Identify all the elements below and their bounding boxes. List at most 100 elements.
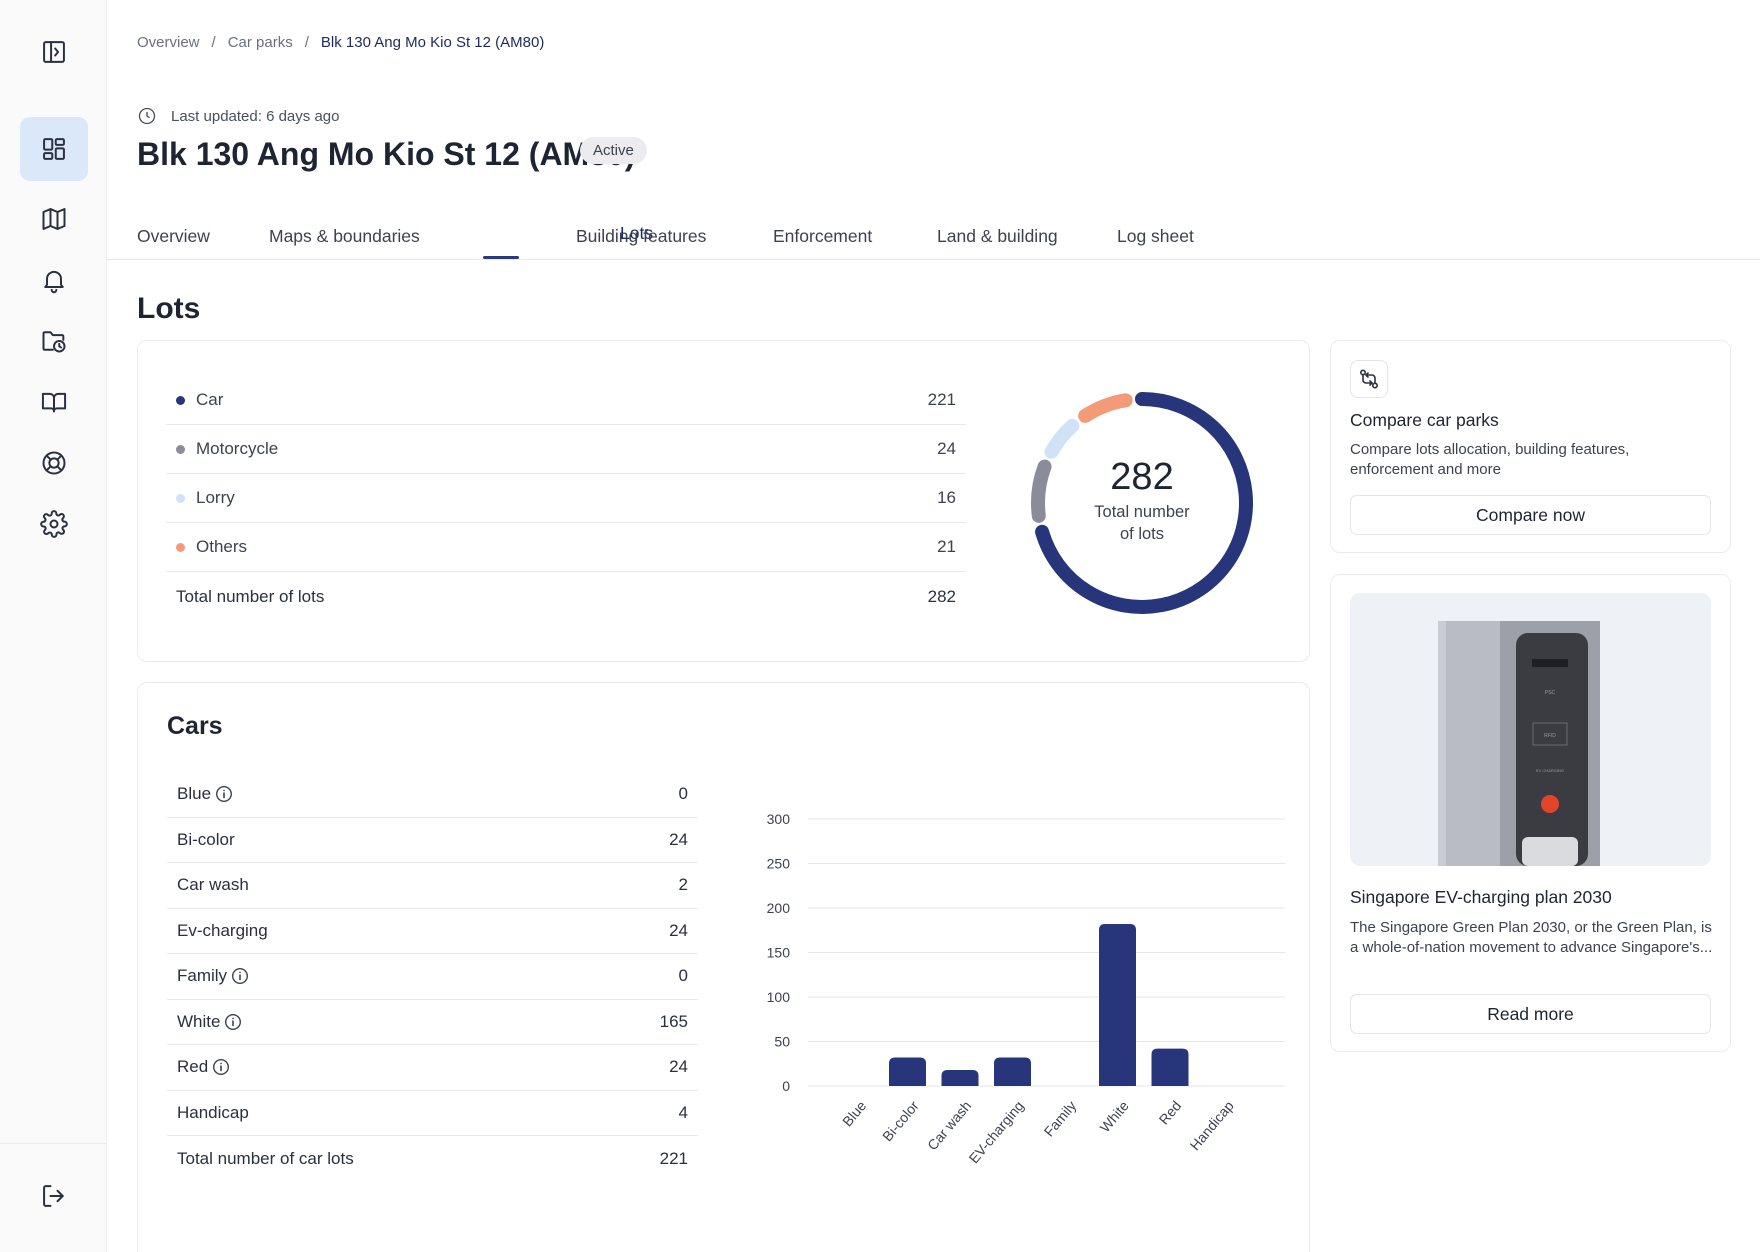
charger-label: PSC [1545, 690, 1556, 696]
car-lot-type: White [177, 1011, 221, 1031]
list-item: Lorry 16 [166, 474, 966, 523]
logout-button[interactable] [20, 1164, 88, 1228]
donut-total-value: 282 [1110, 456, 1174, 498]
car-lot-type: Car wash [177, 875, 249, 895]
donut-total-label: Total number of lots [1022, 501, 1262, 545]
total-label: Total number of lots [176, 586, 325, 606]
charger-label: RFID [1544, 733, 1556, 739]
bar-car wash [941, 1069, 979, 1086]
sidebar-item-dashboard[interactable] [20, 117, 88, 181]
legend-dot [176, 542, 185, 552]
sidebar-item-history[interactable] [20, 309, 88, 373]
total-value: 282 [927, 586, 956, 606]
compare-now-button[interactable]: Compare now [1350, 495, 1711, 535]
page-title: Blk 130 Ang Mo Kio St 12 (AM80) [137, 136, 636, 172]
cars-title: Cars [167, 712, 223, 740]
lots-donut-chart [1031, 392, 1253, 614]
article-description: The Singapore Green Plan 2030, or the Gr… [1350, 919, 1713, 956]
table-row: White 165 [167, 1000, 698, 1045]
car-lot-label: Bi-color [177, 830, 235, 850]
tab-building-features[interactable]: Building features [576, 226, 707, 246]
lifebuoy-icon [42, 451, 66, 475]
tab-log-sheet[interactable]: Log sheet [1117, 226, 1194, 246]
legend-dot [176, 493, 185, 503]
donut-segment-others [1078, 393, 1133, 423]
y-tick-label: 300 [767, 811, 791, 827]
car-lot-count: 165 [659, 1011, 688, 1031]
lot-count: 21 [937, 537, 956, 556]
car-lot-label: Ev-charging [177, 921, 268, 941]
tab-overview[interactable]: Overview [137, 226, 210, 246]
breadcrumb-item-overview[interactable]: Overview [137, 34, 200, 51]
car-lot-label: Red [177, 1057, 230, 1077]
sidebar [0, 0, 107, 1252]
compare-icon-box [1350, 360, 1388, 398]
breadcrumb: Overview / Car parks / Blk 130 Ang Mo Ki… [137, 34, 544, 51]
bar-ev-charging [994, 1057, 1031, 1086]
list-item: Car 221 [166, 376, 966, 425]
ev-charger-image: PSC RFID EV CHARGING [1350, 593, 1711, 866]
car-lot-type: Handicap [177, 1102, 249, 1122]
tab-maps-boundaries[interactable]: Maps & boundaries [269, 226, 420, 246]
y-tick-label: 50 [774, 1034, 790, 1050]
sidebar-item-guide[interactable] [20, 370, 88, 434]
info-icon[interactable] [231, 967, 249, 985]
total-row: Total number of car lots 221 [167, 1136, 698, 1182]
tab-lots[interactable]: Lots [620, 223, 654, 243]
sidebar-divider [0, 1143, 107, 1144]
legend-dot [176, 395, 185, 405]
table-row: Ev-charging 24 [167, 909, 698, 954]
car-lot-label: Family [177, 966, 249, 986]
info-icon[interactable] [224, 1013, 242, 1031]
sidebar-item-support[interactable] [20, 431, 88, 495]
car-lot-count: 0 [678, 784, 688, 804]
tab-land-building[interactable]: Land & building [937, 226, 1058, 246]
breadcrumb-separator: / [304, 34, 309, 51]
car-lot-type: Red [177, 1057, 209, 1077]
total-value: 221 [659, 1148, 688, 1168]
x-tick-label: Red [1156, 1098, 1185, 1128]
car-lot-label: White [177, 1012, 242, 1032]
lot-type-label: Car [196, 390, 224, 409]
compare-description: Compare lots allocation, building featur… [1350, 441, 1630, 478]
car-lot-count: 24 [669, 920, 688, 940]
bell-icon [44, 270, 64, 294]
lot-count: 24 [937, 439, 956, 458]
car-lot-count: 24 [669, 1057, 688, 1077]
panel-toggle-button[interactable] [20, 20, 88, 84]
x-tick-label: White [1097, 1097, 1132, 1135]
donut-segment-lorry [1044, 418, 1080, 459]
donut-label-line: Total number [1094, 503, 1190, 521]
breadcrumb-item-car-parks[interactable]: Car parks [227, 34, 293, 51]
donut-segment-motorcycle [1031, 459, 1052, 523]
tabs-divider [107, 259, 1760, 260]
bar-white [1099, 924, 1136, 1086]
info-icon[interactable] [215, 785, 233, 803]
bar-bi-color [889, 1057, 926, 1086]
clock-icon [138, 107, 156, 125]
sidebar-item-settings[interactable] [20, 492, 88, 556]
lot-count: 16 [937, 488, 956, 507]
list-item: Others 21 [166, 523, 966, 572]
book-icon [41, 392, 67, 413]
logout-icon [43, 1185, 64, 1207]
compare-icon [1359, 369, 1379, 389]
list-item: Motorcycle 24 [166, 425, 966, 474]
folder-clock-icon [42, 331, 66, 353]
lot-type-label: Lorry [196, 488, 235, 507]
read-more-button[interactable]: Read more [1350, 994, 1711, 1034]
x-tick-label: Blue [839, 1097, 869, 1129]
info-icon[interactable] [212, 1058, 230, 1076]
last-updated-text: Last updated: 6 days ago [171, 107, 340, 125]
sidebar-item-notifications[interactable] [20, 248, 88, 312]
y-tick-label: 250 [767, 856, 791, 872]
tab-enforcement[interactable]: Enforcement [773, 226, 873, 246]
x-tick-label: Bi-color [879, 1097, 922, 1144]
sidebar-item-map[interactable] [20, 187, 88, 251]
car-lot-type: Ev-charging [177, 920, 268, 940]
x-tick-label: Handicap [1187, 1097, 1237, 1153]
charger-label: EV CHARGING [1536, 768, 1564, 773]
dashboard-icon [43, 138, 65, 160]
status-badge: Active [580, 137, 647, 164]
article-title: Singapore EV-charging plan 2030 [1350, 887, 1612, 907]
